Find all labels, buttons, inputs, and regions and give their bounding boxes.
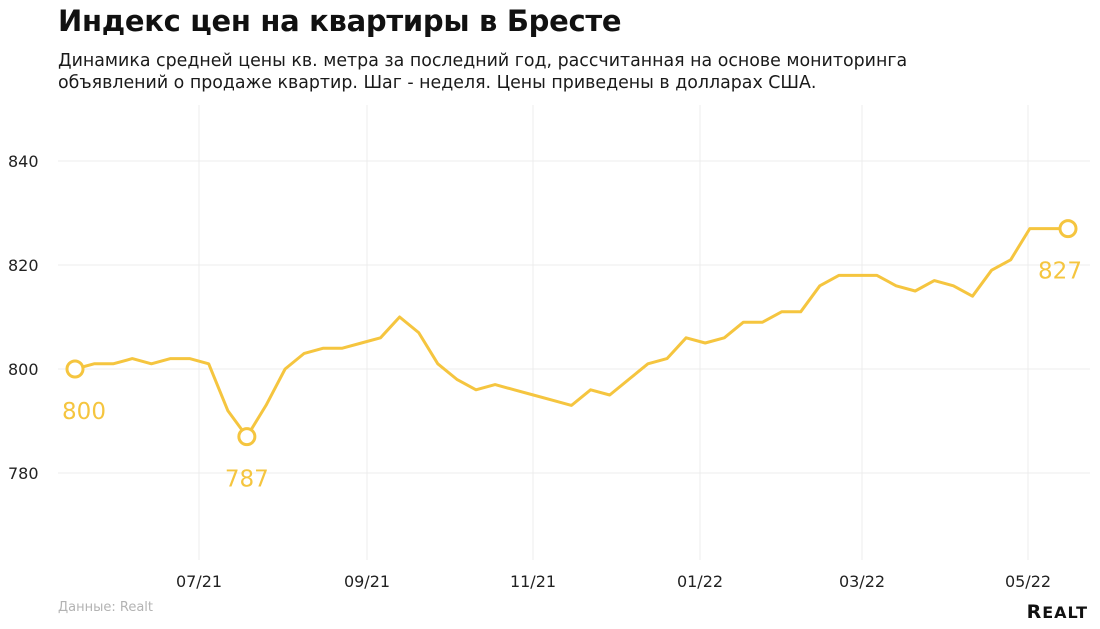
chart-subtitle: Динамика средней цены кв. метра за после… bbox=[58, 50, 1058, 94]
highlight-point-marker bbox=[65, 359, 85, 379]
highlight-point-marker bbox=[237, 427, 257, 447]
subtitle-line-2: объявлений о продаже квартир. Шаг - неде… bbox=[58, 73, 817, 93]
realt-logo: REALT bbox=[1026, 601, 1088, 623]
y-tick-label: 800 bbox=[8, 360, 39, 379]
price-index-line bbox=[73, 227, 1070, 439]
y-tick-label: 780 bbox=[8, 464, 39, 483]
x-tick-label: 05/22 bbox=[1005, 572, 1051, 591]
x-tick-label: 01/22 bbox=[677, 572, 723, 591]
subtitle-line-1: Динамика средней цены кв. метра за после… bbox=[58, 51, 908, 71]
chart-title: Индекс цен на квартиры в Бресте bbox=[58, 4, 622, 38]
x-tick-label: 07/21 bbox=[176, 572, 222, 591]
data-source: Данные: Realt bbox=[58, 600, 154, 615]
value-label: 800 bbox=[62, 399, 106, 425]
x-tick-label: 11/21 bbox=[510, 572, 556, 591]
highlight-point-marker bbox=[1058, 219, 1078, 239]
value-label: 787 bbox=[225, 467, 269, 493]
x-tick-label: 09/21 bbox=[344, 572, 390, 591]
y-tick-label: 820 bbox=[8, 256, 39, 275]
x-tick-label: 03/22 bbox=[839, 572, 885, 591]
value-label: 827 bbox=[1038, 259, 1082, 285]
y-tick-label: 840 bbox=[8, 152, 39, 171]
